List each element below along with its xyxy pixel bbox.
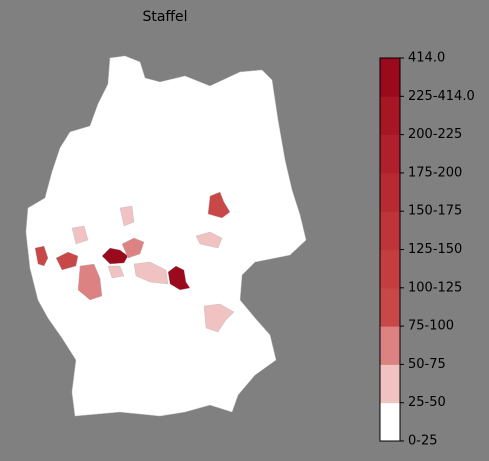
region: [55, 251, 79, 271]
colorbar-segment: [380, 211, 400, 250]
colorbar-segment: [380, 249, 400, 289]
colorbar-label: 25-50: [408, 395, 446, 410]
colorbar-label: 150-175: [408, 204, 462, 219]
colorbar-segment: [380, 58, 400, 97]
region: [207, 191, 231, 219]
colorbar-segment: [380, 172, 400, 212]
germany-map: [25, 55, 307, 417]
map-title: Staffel: [142, 9, 187, 25]
colorbar: 0-25 25-50 50-75 75-100 100-125 125-150 150-17…: [379, 51, 475, 449]
region: [119, 205, 135, 227]
colorbar-label: 0-25: [408, 434, 438, 449]
colorbar-label: 75-100: [408, 319, 454, 334]
region: [71, 225, 89, 245]
colorbar-label: 100-125: [408, 280, 462, 295]
country-outline: [25, 55, 307, 417]
colorbar-segment: [380, 326, 400, 365]
colorbar-label: 200-225: [408, 127, 462, 142]
colorbar-label: 175-200: [408, 165, 462, 180]
region: [34, 245, 49, 267]
colorbar-label: 125-150: [408, 242, 462, 257]
colorbar-label: 50-75: [408, 357, 446, 372]
region: [133, 261, 169, 285]
colorbar-label: 225-414.0: [408, 89, 475, 104]
region: [77, 263, 103, 301]
region: [195, 231, 223, 249]
region: [167, 265, 191, 291]
region: [121, 237, 145, 259]
colorbar-segment: [380, 96, 400, 136]
colorbar-segment: [380, 364, 400, 404]
colorbar-segment: [380, 134, 400, 174]
colorbar-label: 414.0: [408, 51, 445, 66]
region: [203, 303, 235, 333]
colorbar-segment: [380, 402, 400, 442]
colorbar-segment: [380, 287, 400, 327]
region: [107, 265, 125, 279]
